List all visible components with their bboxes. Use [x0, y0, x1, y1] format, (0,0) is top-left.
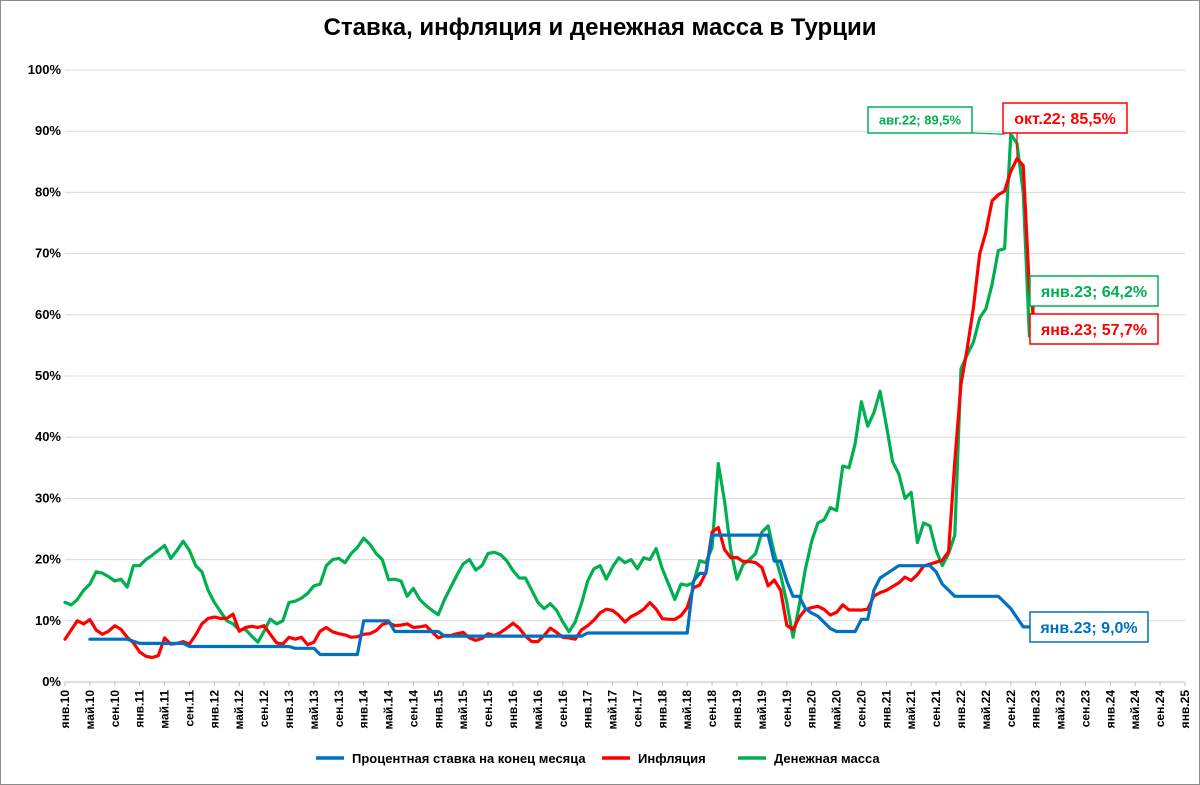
x-tick-label: май.19: [755, 690, 769, 730]
legend-label: Инфляция: [638, 751, 706, 766]
x-tick-label: май.24: [1128, 690, 1142, 730]
annotation-leader: [971, 132, 1005, 135]
series-lines: [63, 132, 1038, 660]
x-tick-label: янв.20: [805, 690, 819, 729]
y-tick-label: 90%: [35, 123, 61, 138]
legend[interactable]: Процентная ставка на конец месяца Инфляци…: [316, 751, 880, 766]
x-tick-label: сен.18: [705, 690, 719, 728]
x-tick-label: сен.12: [257, 690, 271, 728]
annotation-callout: янв.23; 57,7%: [1029, 313, 1159, 345]
x-tick-label: сен.10: [108, 690, 122, 728]
legend-item[interactable]: Инфляция: [602, 751, 706, 766]
x-tick-label: янв.21: [879, 690, 893, 729]
x-tick-label: сен.16: [556, 690, 570, 728]
annotation-label: авг.22; 89,5%: [879, 113, 962, 128]
x-tick-label: сен.15: [481, 690, 495, 728]
x-tick-label: сен.21: [929, 690, 943, 728]
gridlines: [65, 69, 1185, 683]
y-tick-label: 60%: [35, 307, 61, 322]
x-tick-label: сен.13: [332, 690, 346, 728]
y-tick-label: 10%: [35, 613, 61, 628]
x-tick-label: май.13: [307, 690, 321, 730]
annotation-label: окт.22; 85,5%: [1014, 111, 1116, 128]
series-line-2: [63, 132, 1038, 644]
x-tick-label: янв.10: [58, 690, 72, 729]
x-tick-label: май.17: [606, 690, 620, 730]
x-tick-label: янв.17: [581, 690, 595, 729]
x-tick-label: май.21: [904, 690, 918, 730]
y-tick-label: 100%: [28, 62, 62, 77]
y-tick-label: 50%: [35, 368, 61, 383]
y-tick-label: 30%: [35, 490, 61, 505]
x-tick-label: сен.24: [1153, 690, 1167, 728]
annotation-box: [1029, 275, 1159, 307]
series-line-0: [88, 533, 1038, 657]
x-tick-label: янв.14: [357, 690, 371, 729]
annotation-box: [867, 106, 973, 134]
y-tick-label: 80%: [35, 184, 61, 199]
x-tick-label: май.15: [456, 690, 470, 730]
chart-title: Ставка, инфляция и денежная масса в Турц…: [323, 14, 877, 41]
annotation-callout: янв.23; 9,0%: [1029, 611, 1149, 643]
x-tick-label: май.11: [158, 690, 172, 729]
y-tick-label: 0%: [42, 674, 61, 689]
x-tick-label: янв.11: [133, 690, 147, 728]
x-tick-label: май.22: [979, 690, 993, 730]
annotation-box: [1029, 611, 1149, 643]
annotation-label: янв.23; 9,0%: [1039, 620, 1137, 637]
x-tick-label: май.20: [830, 690, 844, 730]
y-tick-label: 70%: [35, 246, 61, 261]
x-tick-label: янв.24: [1103, 690, 1117, 729]
x-tick-label: май.16: [531, 690, 545, 730]
annotation-callout: авг.22; 89,5%: [867, 106, 1005, 135]
x-axis: янв.10 май.10 сен.10 янв.11 май.11 сен.11 янв.…: [58, 681, 1192, 730]
x-tick-label: сен.11: [182, 690, 196, 727]
annotation-callout: окт.22; 85,5%: [1002, 102, 1128, 159]
x-tick-label: янв.15: [431, 690, 445, 729]
x-tick-label: май.10: [83, 690, 97, 730]
x-tick-label: янв.19: [730, 690, 744, 729]
x-tick-label: сен.14: [406, 690, 420, 728]
x-tick-label: май.12: [232, 690, 246, 730]
legend-label: Процентная ставка на конец месяца: [352, 751, 586, 766]
legend-item[interactable]: Денежная масса: [738, 751, 880, 766]
x-tick-label: янв.18: [655, 690, 669, 729]
legend-label: Денежная масса: [774, 751, 880, 766]
x-tick-label: сен.17: [630, 690, 644, 728]
legend-item[interactable]: Процентная ставка на конец месяца: [316, 751, 586, 766]
x-tick-label: янв.22: [954, 690, 968, 729]
x-tick-label: янв.25: [1178, 690, 1192, 729]
annotation-box: [1002, 102, 1128, 134]
y-axis: 0% 10% 20% 30% 40% 50% 60% 70% 80% 90% 100%: [28, 62, 62, 689]
x-tick-label: сен.20: [854, 690, 868, 728]
annotation-label: янв.23; 64,2%: [1040, 284, 1147, 301]
x-tick-label: сен.23: [1078, 690, 1092, 728]
series-line-1: [63, 157, 1038, 660]
x-tick-label: май.18: [680, 690, 694, 730]
y-tick-label: 40%: [35, 429, 61, 444]
x-tick-label: янв.13: [282, 690, 296, 729]
x-tick-label: май.23: [1054, 690, 1068, 730]
annotations: авг.22; 89,5% окт.22; 85,5% янв.23; 64,2% я…: [867, 102, 1159, 643]
x-tick-label: сен.22: [1004, 690, 1018, 728]
x-tick-label: май.14: [382, 690, 396, 730]
annotation-callout: янв.23; 64,2%: [1029, 275, 1159, 307]
x-tick-label: янв.16: [506, 690, 520, 729]
y-tick-label: 20%: [35, 552, 61, 567]
annotation-box: [1029, 313, 1159, 345]
x-tick-label: янв.23: [1029, 690, 1043, 729]
annotation-label: янв.23; 57,7%: [1040, 322, 1147, 339]
x-tick-label: сен.19: [780, 690, 794, 728]
x-tick-label: янв.12: [207, 690, 221, 729]
